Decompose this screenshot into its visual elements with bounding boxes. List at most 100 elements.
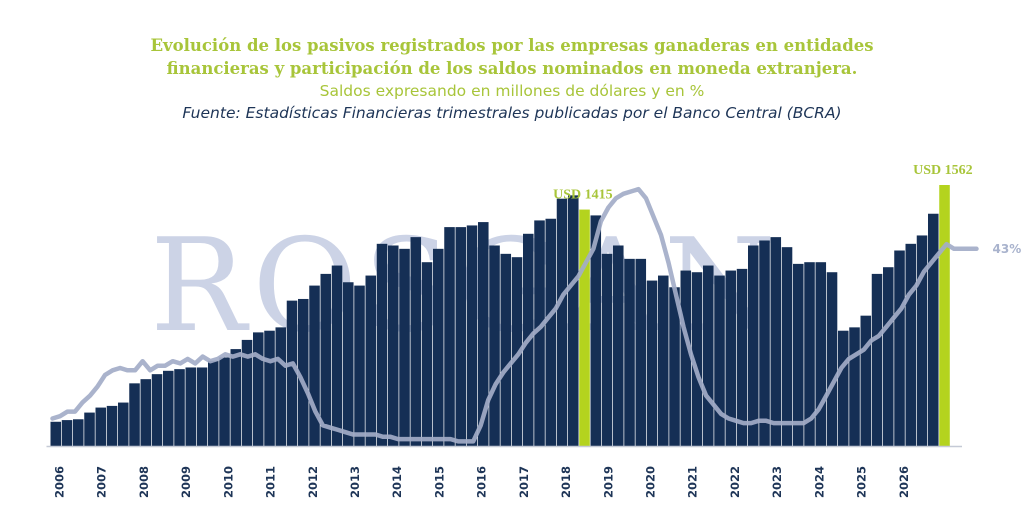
bar bbox=[365, 275, 377, 446]
bar bbox=[894, 250, 905, 446]
bar bbox=[106, 405, 118, 446]
x-tick-label: 2012 bbox=[306, 466, 320, 498]
bar bbox=[455, 227, 467, 446]
bar bbox=[376, 243, 388, 446]
bar bbox=[478, 222, 489, 446]
bar bbox=[433, 248, 444, 446]
bar bbox=[624, 258, 635, 446]
x-tick-label: 2023 bbox=[770, 466, 784, 498]
x-tick-labels: 2006 2007 2008 2009 2010 2011 2012 2013 2014 2015… bbox=[53, 466, 911, 498]
bar bbox=[511, 257, 523, 446]
bar bbox=[320, 273, 332, 446]
bar bbox=[793, 263, 804, 446]
bar bbox=[466, 225, 478, 446]
bar bbox=[871, 273, 883, 446]
bar bbox=[444, 227, 455, 446]
x-tick-label: 2024 bbox=[812, 466, 826, 498]
bar bbox=[275, 327, 287, 446]
bar bbox=[590, 215, 602, 446]
x-tick-label: 2019 bbox=[601, 466, 615, 498]
bar bbox=[174, 369, 185, 446]
bar bbox=[691, 272, 703, 446]
bar bbox=[241, 339, 253, 446]
bar-highlight bbox=[579, 209, 590, 446]
bar bbox=[219, 357, 230, 446]
x-tick-label: 2025 bbox=[855, 466, 869, 498]
bar bbox=[399, 248, 410, 446]
bar bbox=[905, 243, 917, 446]
bar bbox=[331, 265, 343, 446]
bar bbox=[748, 245, 759, 446]
bar bbox=[669, 287, 680, 446]
bar bbox=[883, 267, 894, 446]
chart-title-line1: Evolución de los pasivos registrados por… bbox=[150, 36, 874, 55]
bar bbox=[534, 220, 545, 446]
bar bbox=[556, 198, 568, 446]
bar bbox=[298, 298, 309, 446]
bar bbox=[388, 245, 399, 446]
bar bbox=[635, 258, 647, 446]
bar bbox=[714, 275, 725, 446]
bar bbox=[815, 262, 827, 446]
bar bbox=[61, 420, 73, 446]
bar bbox=[781, 247, 793, 446]
bar bbox=[73, 419, 84, 446]
x-tick-label: 2014 bbox=[390, 466, 404, 498]
bar-highlight bbox=[939, 185, 950, 446]
bar bbox=[658, 275, 669, 446]
bar bbox=[759, 240, 770, 446]
bar bbox=[253, 332, 264, 446]
bar bbox=[354, 285, 365, 446]
peak-value-label: USD 1415 bbox=[553, 188, 613, 203]
bar bbox=[601, 253, 613, 446]
bars-layer bbox=[50, 185, 950, 446]
x-tick-label: 2022 bbox=[728, 466, 742, 498]
x-tick-label: 2015 bbox=[432, 466, 446, 498]
bar bbox=[185, 367, 197, 446]
bar bbox=[84, 412, 95, 446]
bar bbox=[568, 195, 579, 446]
bar bbox=[129, 383, 140, 446]
bar bbox=[140, 379, 152, 446]
bar bbox=[343, 282, 354, 446]
bar bbox=[489, 245, 500, 446]
fx-share-line bbox=[50, 186, 979, 444]
x-tick-label: 2007 bbox=[95, 466, 109, 498]
bar bbox=[500, 253, 512, 446]
bar bbox=[804, 262, 815, 446]
bar bbox=[703, 265, 714, 446]
bar bbox=[118, 402, 129, 446]
x-tick-label: 2021 bbox=[686, 466, 700, 498]
bar bbox=[50, 421, 62, 446]
fx-share-end-label: 43% bbox=[993, 242, 1022, 256]
bar bbox=[309, 285, 320, 446]
chart-subtitle: Saldos expresando en millones de dólares… bbox=[319, 82, 705, 100]
bar bbox=[613, 245, 624, 446]
bar bbox=[725, 270, 737, 446]
peak-value-label: USD 1562 bbox=[913, 163, 973, 178]
bar bbox=[849, 327, 860, 446]
bar bbox=[208, 360, 219, 446]
bar bbox=[151, 374, 163, 446]
x-tick-label: 2010 bbox=[221, 466, 235, 498]
bar bbox=[680, 270, 692, 446]
x-tick-label: 2006 bbox=[53, 466, 67, 498]
bar bbox=[770, 237, 782, 446]
labels-layer: USD 1415 USD 1562 43% bbox=[553, 163, 1021, 256]
x-tick-label: 2016 bbox=[475, 466, 489, 498]
x-tick-label: 2013 bbox=[348, 466, 362, 498]
x-tick-label: 2026 bbox=[897, 466, 911, 498]
chart-source: Fuente: Estadísticas Financieras trimest… bbox=[182, 104, 842, 122]
x-tick-label: 2011 bbox=[264, 466, 278, 498]
x-tick-label: 2018 bbox=[559, 466, 573, 498]
x-tick-label: 2009 bbox=[179, 466, 193, 498]
bar bbox=[928, 213, 939, 446]
bar bbox=[736, 268, 748, 446]
bar bbox=[838, 330, 849, 446]
bar bbox=[286, 300, 298, 446]
bar bbox=[196, 367, 208, 446]
bar bbox=[646, 280, 658, 446]
x-tick-label: 2008 bbox=[137, 466, 151, 498]
bar bbox=[916, 235, 928, 446]
chart-header: Evolución de los pasivos registrados por… bbox=[0, 34, 1024, 124]
